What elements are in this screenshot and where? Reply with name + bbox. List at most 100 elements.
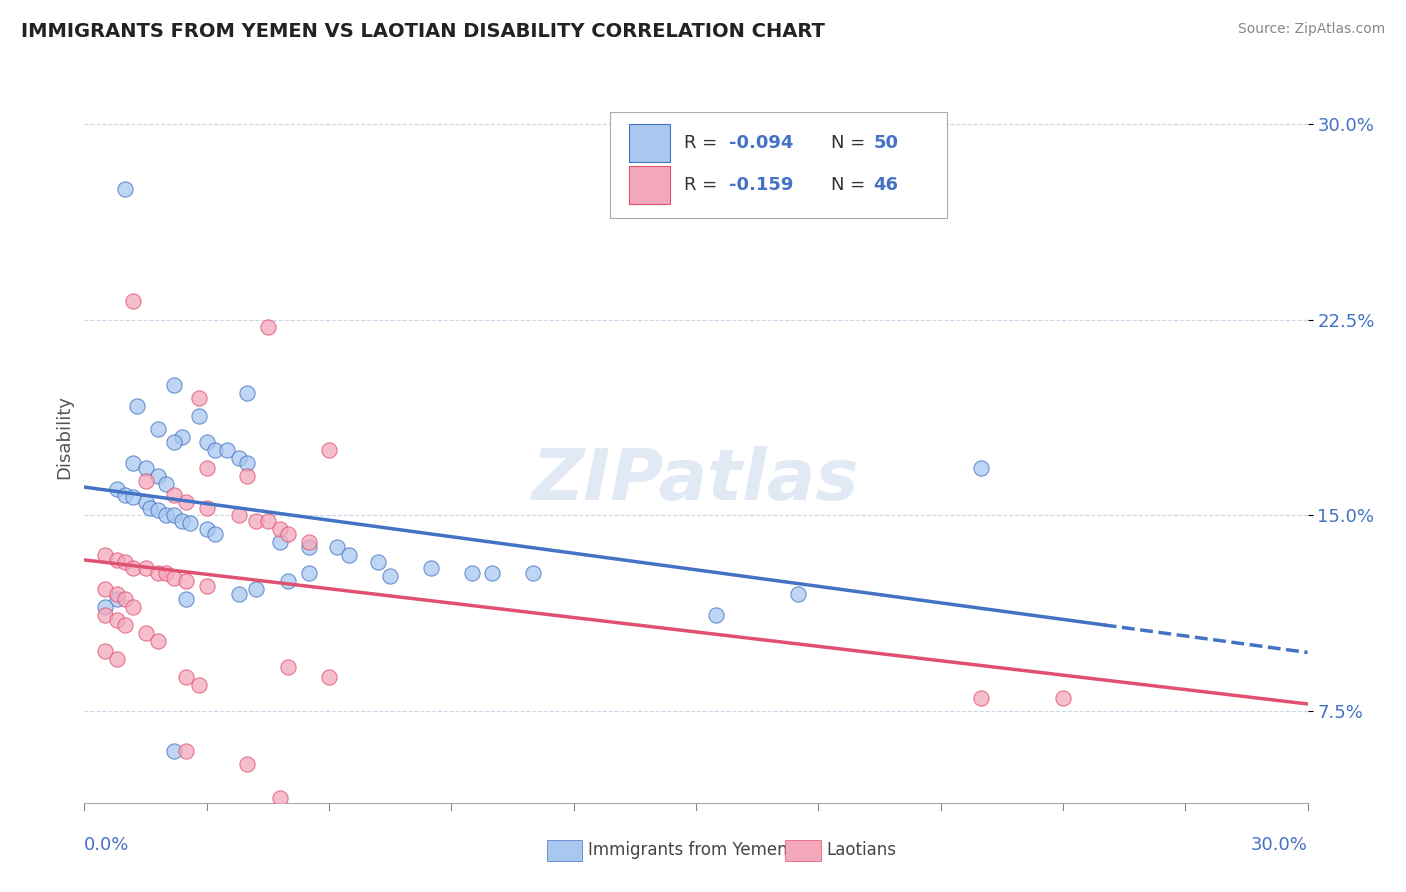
Point <box>122 490 145 504</box>
Point <box>122 294 145 309</box>
Point <box>1052 691 1074 706</box>
Text: -0.159: -0.159 <box>728 176 793 194</box>
Point <box>146 469 169 483</box>
Text: Laotians: Laotians <box>827 841 897 859</box>
Point <box>146 422 169 436</box>
Point <box>277 660 299 674</box>
Y-axis label: Disability: Disability <box>55 395 73 479</box>
Point <box>114 556 136 570</box>
FancyBboxPatch shape <box>547 840 582 862</box>
Point <box>155 508 177 523</box>
Point <box>195 579 218 593</box>
Point <box>135 495 157 509</box>
Point <box>269 534 291 549</box>
Point <box>155 477 177 491</box>
Point <box>195 435 218 450</box>
Point <box>339 548 361 562</box>
Point <box>163 571 186 585</box>
Point <box>174 743 197 757</box>
Point <box>146 633 169 648</box>
Point <box>93 548 115 562</box>
Point <box>172 430 194 444</box>
Point <box>236 456 259 470</box>
Point <box>93 607 115 622</box>
Point <box>114 592 136 607</box>
Point <box>105 553 128 567</box>
Point <box>135 461 157 475</box>
Point <box>367 556 389 570</box>
Point <box>217 443 239 458</box>
Text: R =: R = <box>683 134 723 152</box>
Text: 30.0%: 30.0% <box>1251 836 1308 854</box>
Point <box>228 450 250 465</box>
Point <box>187 409 209 424</box>
Point <box>522 566 544 580</box>
Point <box>93 599 115 614</box>
Point <box>481 566 503 580</box>
Point <box>114 182 136 196</box>
Point <box>420 560 443 574</box>
Text: N =: N = <box>831 176 870 194</box>
Point <box>269 790 291 805</box>
Text: 0.0%: 0.0% <box>84 836 129 854</box>
Point <box>163 743 186 757</box>
Point <box>163 487 186 501</box>
FancyBboxPatch shape <box>628 124 671 162</box>
Point <box>122 560 145 574</box>
Text: ZIPatlas: ZIPatlas <box>533 447 859 516</box>
Point <box>787 587 810 601</box>
Point <box>174 495 197 509</box>
Point <box>461 566 484 580</box>
Point <box>93 644 115 658</box>
FancyBboxPatch shape <box>628 166 671 203</box>
Point <box>380 568 402 582</box>
Point <box>277 574 299 588</box>
Text: R =: R = <box>683 176 723 194</box>
Point <box>318 443 340 458</box>
Point <box>122 599 145 614</box>
Point <box>228 587 250 601</box>
Point <box>105 483 128 497</box>
Text: IMMIGRANTS FROM YEMEN VS LAOTIAN DISABILITY CORRELATION CHART: IMMIGRANTS FROM YEMEN VS LAOTIAN DISABIL… <box>21 22 825 41</box>
Point <box>236 756 259 771</box>
Point <box>174 670 197 684</box>
Point <box>706 607 728 622</box>
Point <box>146 566 169 580</box>
Point <box>277 526 299 541</box>
Point <box>163 435 186 450</box>
Point <box>105 652 128 666</box>
Point <box>105 592 128 607</box>
Point <box>174 574 197 588</box>
Point <box>163 508 186 523</box>
Point <box>236 385 259 400</box>
Point <box>970 461 993 475</box>
Point <box>257 514 280 528</box>
Point <box>298 540 321 554</box>
Point <box>228 508 250 523</box>
Point <box>970 691 993 706</box>
Point <box>127 399 149 413</box>
Point <box>195 461 218 475</box>
Point <box>236 469 259 483</box>
Point <box>135 560 157 574</box>
Text: 50: 50 <box>873 134 898 152</box>
Point <box>298 534 321 549</box>
Point <box>138 500 160 515</box>
FancyBboxPatch shape <box>610 112 946 218</box>
FancyBboxPatch shape <box>786 840 821 862</box>
Point <box>298 566 321 580</box>
Point <box>105 587 128 601</box>
Point <box>135 475 157 489</box>
Point <box>122 456 145 470</box>
Text: -0.094: -0.094 <box>728 134 793 152</box>
Point <box>135 626 157 640</box>
Text: N =: N = <box>831 134 870 152</box>
Point <box>245 514 267 528</box>
Point <box>195 500 218 515</box>
Point <box>105 613 128 627</box>
Text: Immigrants from Yemen: Immigrants from Yemen <box>588 841 787 859</box>
Point <box>269 521 291 535</box>
Text: 46: 46 <box>873 176 898 194</box>
Text: Source: ZipAtlas.com: Source: ZipAtlas.com <box>1237 22 1385 37</box>
Point <box>155 566 177 580</box>
